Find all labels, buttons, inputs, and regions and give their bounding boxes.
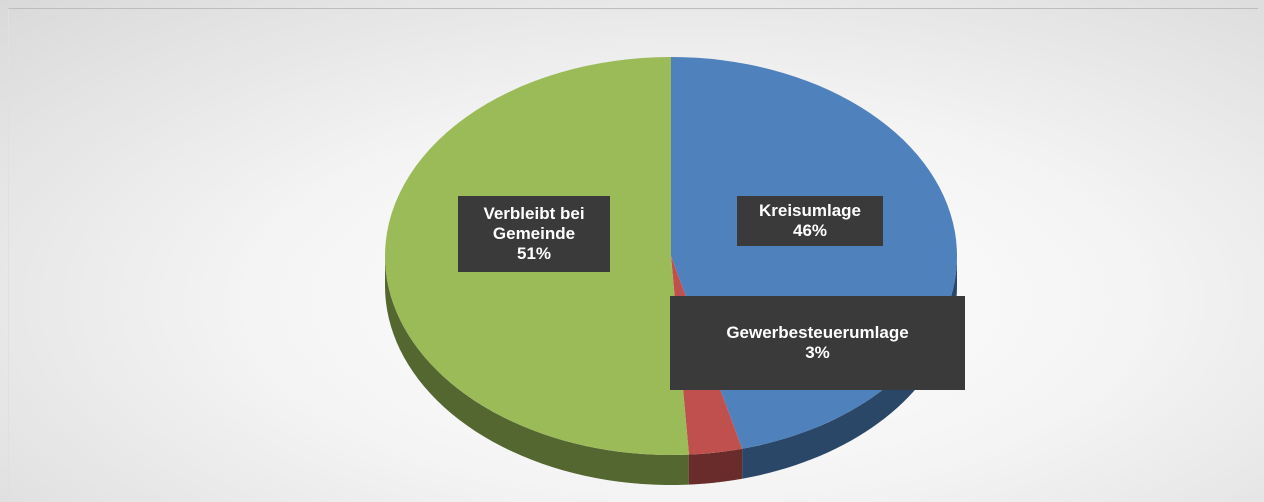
data-label: Verbleibt bei Gemeinde 51% [458,196,610,272]
category-label: Gewerbesteuerumlage [726,323,909,342]
category-label: Kreisumlage [758,201,862,220]
chart-frame [8,8,1258,502]
slice-side [688,448,743,485]
data-label: Kreisumlage 46% [737,196,883,246]
slice-side [385,256,689,485]
data-label: Gewerbesteuerumlage 3% [670,296,965,390]
category-label: Verbleibt bei Gemeinde [483,204,585,243]
value-label: 51% [516,244,552,263]
value-label: 3% [805,343,830,362]
value-label: 46% [792,221,828,240]
